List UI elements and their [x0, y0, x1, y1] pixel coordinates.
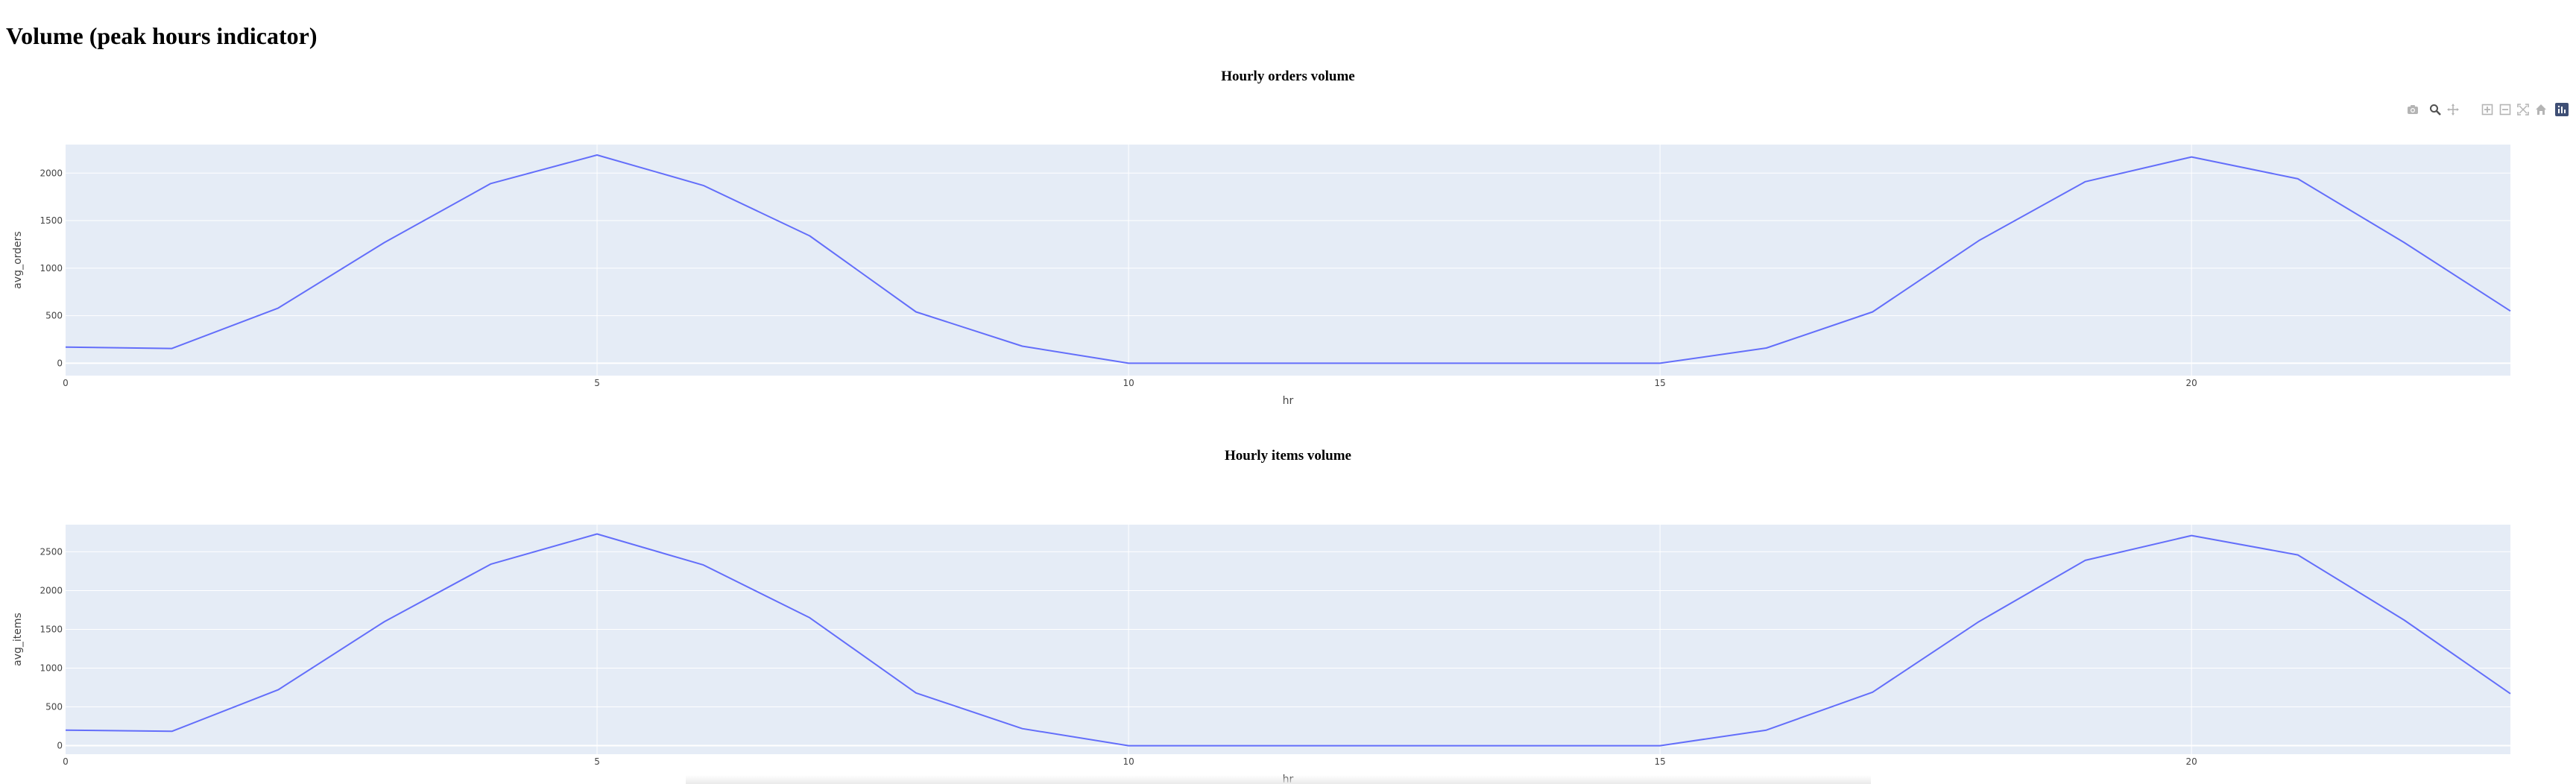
series-line [65, 533, 2511, 747]
reset-axes-icon[interactable] [2533, 101, 2549, 118]
y-tick-label: 0 [57, 741, 63, 751]
items-chart[interactable]: 0500100015002000250005101520hravg_items [0, 514, 2576, 784]
modebar-toolbar [2405, 101, 2572, 118]
zoom-in-icon[interactable] [2479, 101, 2496, 118]
orders-chart[interactable]: 0 500 1000 1500 2000 0 5 10 15 20 hr avg_orders [0, 134, 2576, 417]
autoscale-icon[interactable] [2515, 101, 2531, 118]
y-tick-label: 500 [45, 702, 63, 712]
y-tick-label: 1500 [40, 624, 63, 634]
x-tick-label: 20 [2186, 756, 2197, 767]
y-tick-label: 0 [57, 358, 63, 368]
chart-title-items: Hourly items volume [1225, 448, 1351, 464]
x-tick-label: 10 [1123, 756, 1134, 767]
x-tick-label: 5 [594, 378, 600, 388]
zoom-out-icon[interactable] [2497, 101, 2513, 118]
y-axis-title: avg_items [12, 613, 24, 666]
zoom-icon[interactable] [2427, 101, 2443, 118]
x-tick-label: 0 [63, 756, 69, 767]
y-tick-label: 2000 [40, 168, 63, 178]
x-axis-title: hr [1283, 395, 1294, 407]
x-tick-label: 20 [2186, 378, 2197, 388]
hover-overlay [686, 775, 1871, 784]
plotly-logo-icon[interactable] [2554, 101, 2570, 118]
y-tick-label: 500 [45, 311, 63, 321]
x-tick-label: 0 [63, 378, 69, 388]
pan-icon[interactable] [2445, 101, 2461, 118]
camera-icon[interactable] [2405, 101, 2421, 118]
x-tick-label: 15 [1654, 378, 1665, 388]
y-tick-label: 2000 [40, 585, 63, 595]
y-tick-label: 1500 [40, 215, 63, 226]
x-tick-label: 5 [594, 756, 600, 767]
x-tick-label: 10 [1123, 378, 1134, 388]
plot-area [66, 525, 2510, 754]
page-title: Volume (peak hours indicator) [6, 22, 318, 49]
y-axis-title: avg_orders [12, 231, 24, 288]
y-tick-label: 2500 [40, 546, 63, 557]
chart-title-orders: Hourly orders volume [1221, 69, 1355, 84]
plot-area [66, 145, 2510, 376]
series-line [65, 154, 2511, 364]
y-tick-label: 1000 [40, 663, 63, 674]
y-tick-label: 1000 [40, 263, 63, 274]
x-tick-label: 15 [1654, 756, 1665, 767]
